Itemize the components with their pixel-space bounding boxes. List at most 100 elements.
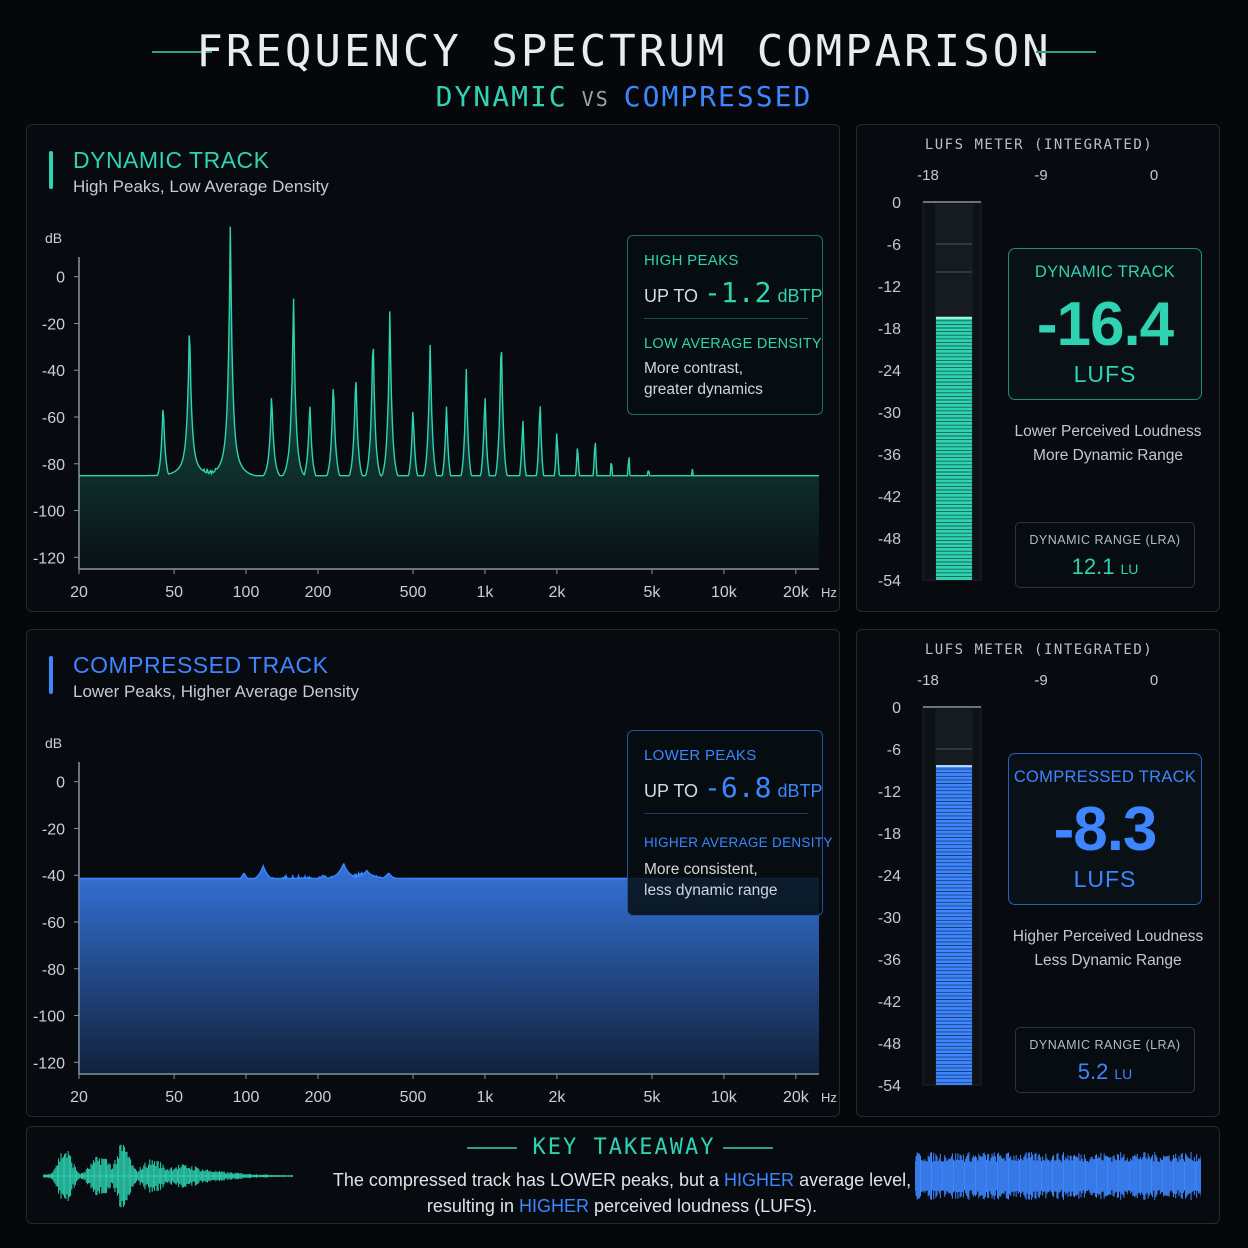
subtitle-vs: VS bbox=[581, 87, 610, 111]
compressed-density-label: HIGHER AVERAGE DENSITY bbox=[644, 835, 833, 850]
takeaway-l2b: HIGHER bbox=[518, 1196, 589, 1216]
title-rule-right bbox=[1036, 51, 1096, 53]
meter-left-tick-label: -48 bbox=[878, 531, 901, 548]
spectrum-area bbox=[79, 226, 819, 569]
takeaway-l1c: peaks, but a bbox=[615, 1170, 725, 1190]
y-tick-label: -40 bbox=[42, 868, 65, 885]
compressed-spectrum-panel: 0 -20 -40 -60 -80 -100 -120 dB 20 50 100 200 500 1k 2k… bbox=[26, 629, 840, 1117]
dynamic-lra-box: DYNAMIC RANGE (LRA) 12.1 LU bbox=[1015, 522, 1195, 588]
y-axis-label: dB bbox=[45, 230, 62, 246]
x-tick-label: 10k bbox=[711, 1089, 738, 1106]
meter-fill-bar bbox=[936, 765, 972, 1085]
x-tick-label: 5k bbox=[644, 1089, 662, 1106]
takeaway-rule-left bbox=[467, 1147, 517, 1149]
meter-left-tick-label: -30 bbox=[878, 910, 901, 927]
compressed-density-desc-line1: More consistent, bbox=[644, 861, 758, 878]
compressed-peak-readout: UP TO -6.8 dBTP bbox=[644, 771, 823, 804]
takeaway-l1b: LOWER bbox=[549, 1170, 616, 1190]
meter-left-tick-label: -42 bbox=[878, 994, 901, 1011]
dynamic-lufs-value: -16.4 bbox=[1036, 290, 1174, 359]
dynamic-upto-label: UP TO bbox=[644, 286, 699, 306]
dynamic-waveform-icon bbox=[43, 1144, 293, 1208]
takeaway-title: KEY TAKEAWAY bbox=[532, 1135, 716, 1160]
compressed-lufs-readout: COMPRESSED TRACK -8.3 LUFS bbox=[1008, 753, 1202, 905]
compressed-lufs-unit: LUFS bbox=[1073, 866, 1137, 892]
meter-left-tick-label: 0 bbox=[892, 700, 901, 717]
x-axis-label: Hz bbox=[821, 1090, 837, 1105]
compressed-lufs-box-title: COMPRESSED TRACK bbox=[1013, 768, 1197, 786]
dynamic-peak-readout: UP TO -1.2 dBTP bbox=[644, 276, 823, 309]
compressed-peak-value: -6.8 bbox=[704, 771, 772, 804]
compressed-density-desc: More consistent, less dynamic range bbox=[644, 859, 778, 901]
meter-left-tick-label: -30 bbox=[878, 405, 901, 422]
compressed-track-title: COMPRESSED TRACK bbox=[73, 652, 329, 678]
dynamic-lufs-note: Lower Perceived Loudness More Dynamic Ra… bbox=[997, 420, 1219, 468]
meter-top-tick-label: -9 bbox=[1034, 167, 1047, 184]
compressed-track-desc: Lower Peaks, Higher Average Density bbox=[73, 682, 360, 701]
dynamic-lufs-unit: LUFS bbox=[1073, 361, 1137, 387]
x-tick-label: 200 bbox=[305, 584, 332, 601]
dynamic-info-box: HIGH PEAKS UP TO -1.2 dBTP LOW AVERAGE DEN… bbox=[627, 235, 823, 415]
meter-level-edge bbox=[936, 316, 972, 319]
meter-level-edge bbox=[936, 765, 972, 768]
y-tick-label: -40 bbox=[42, 363, 65, 380]
compressed-accent-bar bbox=[49, 656, 53, 694]
x-tick-label: 20 bbox=[70, 584, 88, 601]
compressed-info-box: LOWER PEAKS UP TO -6.8 dBTP HIGHER AVERAGE… bbox=[627, 730, 832, 916]
y-tick-label: -100 bbox=[33, 1009, 65, 1026]
meter-left-tick-label: -24 bbox=[878, 363, 901, 380]
y-tick-label: -100 bbox=[33, 504, 65, 521]
takeaway-l1e: average level, bbox=[794, 1170, 912, 1190]
takeaway-l1a: The compressed track has bbox=[332, 1170, 550, 1190]
y-tick-label: -20 bbox=[42, 821, 65, 838]
dynamic-meter-title: LUFS METER (INTEGRATED) bbox=[924, 137, 1154, 153]
meter-left-tick-label: -12 bbox=[878, 279, 901, 296]
x-tick-label: 2k bbox=[548, 1089, 566, 1106]
dynamic-lra-label: DYNAMIC RANGE (LRA) bbox=[1029, 533, 1181, 547]
compressed-waveform-path bbox=[915, 1152, 1201, 1200]
takeaway-l2c: perceived loudness (LUFS). bbox=[588, 1196, 818, 1216]
page-subtitle: DYNAMIC VS COMPRESSED bbox=[0, 80, 1248, 113]
compressed-lufs-value: -8.3 bbox=[1053, 795, 1158, 864]
meter-top-tick-label: 0 bbox=[1150, 672, 1158, 689]
dynamic-spectrum-panel: 0 -20 -40 -60 -80 -100 -120 dB 20 50 100 200 500 1k 2k… bbox=[26, 124, 840, 612]
meter-left-tick-label: -6 bbox=[887, 237, 901, 254]
y-tick-label: -80 bbox=[42, 962, 65, 979]
compressed-lufs-note: Higher Perceived Loudness Less Dynamic R… bbox=[997, 925, 1219, 973]
takeaway-line1: The compressed track has LOWER peaks, bu… bbox=[307, 1167, 937, 1193]
compressed-info-divider bbox=[644, 813, 808, 814]
dynamic-density-desc-line1: More contrast, bbox=[644, 360, 744, 377]
compressed-waveform-icon bbox=[915, 1152, 1201, 1200]
page-title: FREQUENCY SPECTRUM COMPARISON bbox=[196, 26, 1052, 77]
meter-left-tick-label: -36 bbox=[878, 952, 901, 969]
meter-left-tick-label: -54 bbox=[878, 573, 901, 590]
meter-left-tick-label: -6 bbox=[887, 742, 901, 759]
compressed-lufs-meter: -18 -9 0 0 -6 -12 -18 -24 -30 -36 -42 -48 -54 bbox=[878, 672, 1158, 1095]
y-tick-label: -120 bbox=[33, 1055, 65, 1072]
takeaway-text: The compressed track has LOWER peaks, bu… bbox=[307, 1167, 937, 1219]
meter-left-tick-label: -48 bbox=[878, 1036, 901, 1053]
x-tick-label: 500 bbox=[400, 1089, 427, 1106]
compressed-peak-unit: dBTP bbox=[777, 781, 823, 801]
takeaway-rule-right bbox=[723, 1147, 773, 1149]
meter-top-tick-label: -9 bbox=[1034, 672, 1047, 689]
meter-top-tick-label: -18 bbox=[917, 672, 939, 689]
dynamic-lufs-meter: -18 -9 0 0 -6 -12 -18 -24 -30 -36 -42 -48 -54 bbox=[878, 167, 1158, 590]
subtitle-dynamic: DYNAMIC bbox=[435, 80, 568, 113]
compressed-lra-value: 5.2 bbox=[1077, 1059, 1109, 1084]
dynamic-lra-readout: 12.1 LU bbox=[1016, 554, 1194, 580]
y-tick-label: -60 bbox=[42, 410, 65, 427]
compressed-lra-box: DYNAMIC RANGE (LRA) 5.2 LU bbox=[1015, 1027, 1195, 1093]
x-tick-label: 50 bbox=[165, 584, 183, 601]
meter-top-tick-label: 0 bbox=[1150, 167, 1158, 184]
dynamic-peak-unit: dBTP bbox=[777, 286, 823, 306]
dynamic-peak-value: -1.2 bbox=[704, 276, 772, 309]
x-tick-label: 20 bbox=[70, 1089, 88, 1106]
key-takeaway-panel: KEY TAKEAWAY The compressed track has LO… bbox=[26, 1126, 1220, 1224]
x-tick-label: 10k bbox=[711, 584, 738, 601]
meter-top-tick-label: -18 bbox=[917, 167, 939, 184]
dynamic-lra-unit: LU bbox=[1120, 561, 1139, 577]
x-tick-label: 2k bbox=[548, 584, 566, 601]
meter-left-tick-label: -36 bbox=[878, 447, 901, 464]
compressed-note-line1: Higher Perceived Loudness bbox=[1012, 928, 1204, 945]
